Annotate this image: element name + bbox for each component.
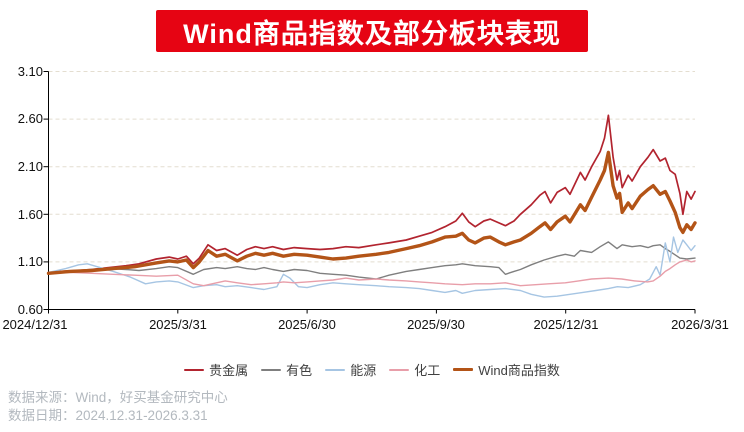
y-axis-tick-label: 3.10: [17, 64, 43, 79]
legend-label: 化工: [414, 363, 441, 378]
data-source: 数据来源：Wind，好买基金研究中心: [8, 390, 228, 405]
legend-label: Wind商品指数: [478, 363, 560, 378]
energy-line-swatch-icon: [325, 368, 346, 371]
chart-footer: 数据来源：Wind，好买基金研究中心 数据日期：2024.12.31-2026.…: [8, 389, 228, 425]
legend-item-precious-metals: 贵金属: [184, 360, 248, 379]
y-axis-tick-label: 1.10: [17, 254, 43, 269]
x-axis-tick-label: 2025/6/30: [278, 317, 336, 332]
legend-label: 贵金属: [209, 363, 249, 378]
wind-commodity-index-line-swatch-icon: [453, 368, 474, 371]
x-axis-tick-label: 2025/12/31: [533, 317, 599, 332]
chart-title: Wind商品指数及部分板块表现: [183, 18, 561, 49]
x-axis-tick-label: 2025/9/30: [407, 317, 465, 332]
data-date-range: 数据日期：2024.12.31-2026.3.31: [8, 408, 208, 423]
precious-metals-line-swatch-icon: [184, 368, 205, 371]
legend-item-energy: 能源: [325, 360, 376, 379]
legend-item-chemicals: 化工: [389, 360, 440, 379]
y-axis-tick-label: 2.60: [17, 111, 43, 126]
line-chart: [43, 71, 697, 314]
nonferrous-line-swatch-icon: [261, 368, 282, 371]
legend-label: 能源: [350, 363, 377, 378]
y-axis-tick-label: 1.60: [17, 207, 43, 222]
title-banner: Wind商品指数及部分板块表现: [156, 10, 588, 52]
legend-item-nonferrous: 有色: [261, 360, 312, 379]
legend-item-wind-commodity-index: Wind商品指数: [453, 360, 560, 379]
chemicals-line-swatch-icon: [389, 368, 410, 371]
x-axis-tick-label: 2024/12/31: [2, 317, 68, 332]
y-axis-tick-label: 2.10: [17, 159, 43, 174]
chart-legend: 贵金属 有色 能源 化工 Wind商品指数: [0, 360, 744, 379]
legend-label: 有色: [286, 363, 313, 378]
x-axis-tick-label: 2026/3/31: [671, 317, 729, 332]
x-axis-tick-label: 2025/3/31: [149, 317, 207, 332]
y-axis-tick-label: 0.60: [17, 302, 43, 317]
